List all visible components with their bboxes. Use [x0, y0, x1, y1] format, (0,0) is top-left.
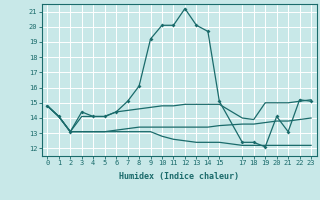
X-axis label: Humidex (Indice chaleur): Humidex (Indice chaleur)	[119, 172, 239, 181]
